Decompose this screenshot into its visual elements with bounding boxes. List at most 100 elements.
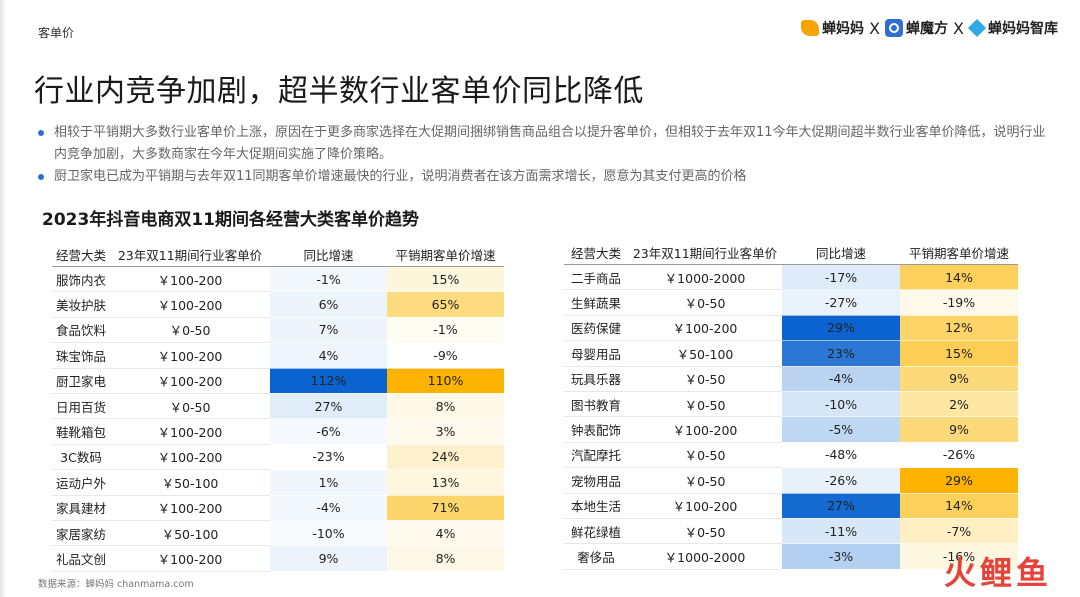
category-cell: 钟表配饰 bbox=[564, 416, 628, 443]
category-cell: 生鲜蔬果 bbox=[564, 289, 628, 316]
flat-cell: 24% bbox=[387, 444, 504, 471]
category-cell: 服饰内衣 bbox=[52, 266, 110, 293]
right-data-table: 经营大类 23年双11期间行业客单价 同比增速 平销期客单价增速 二手商品 ￥10… bbox=[564, 240, 1018, 570]
price-cell: ￥100-200 bbox=[628, 416, 782, 443]
header-price: 23年双11期间行业客单价 bbox=[110, 242, 270, 267]
category-cell: 食品饮料 bbox=[52, 317, 110, 344]
table-row: 图书教育 ￥0-50 -10% 2% bbox=[564, 391, 1018, 418]
price-cell: ￥0-50 bbox=[628, 366, 782, 392]
brand-chanmofang: 蝉魔方 bbox=[885, 18, 948, 38]
yoy-cell: -27% bbox=[782, 289, 900, 316]
price-cell: ￥100-200 bbox=[110, 418, 270, 445]
flat-cell: 3% bbox=[387, 418, 504, 445]
category-cell: 厨卫家电 bbox=[52, 368, 110, 394]
brand-name-2: 蝉魔方 bbox=[906, 21, 949, 37]
yoy-cell: 6% bbox=[270, 291, 387, 318]
price-cell: ￥100-200 bbox=[110, 495, 270, 521]
table-row: 鞋靴箱包 ￥100-200 -6% 3% bbox=[52, 418, 504, 445]
price-cell: ￥50-100 bbox=[110, 469, 270, 496]
flat-cell: -19% bbox=[900, 289, 1018, 316]
summary-bullets: 相较于平销期大多数行业客单价上涨，原因在于更多商家选择在大促期间捆绑销售商品组合… bbox=[38, 122, 1048, 188]
left-table-body: 服饰内衣 ￥100-200 -1% 15% 美妆护肤 ￥100-200 6% 65% 食品饮料 ￥… bbox=[52, 266, 504, 572]
flat-cell: 14% bbox=[900, 264, 1018, 291]
brand-separator-2: X bbox=[953, 18, 964, 38]
flat-cell: 12% bbox=[900, 315, 1018, 342]
header-yoy: 同比增速 bbox=[782, 240, 900, 265]
table-row: 汽配摩托 ￥0-50 -48% -26% bbox=[564, 442, 1018, 469]
header-flat: 平销期客单价增速 bbox=[900, 240, 1018, 265]
category-cell: 家居家纺 bbox=[52, 520, 110, 547]
corner-watermark-logo: 火鲤鱼 bbox=[943, 554, 1052, 592]
table-row: 礼品文创 ￥100-200 9% 8% bbox=[52, 545, 504, 572]
flat-cell: 13% bbox=[387, 469, 504, 496]
left-data-table: 经营大类 23年双11期间行业客单价 同比增速 平销期客单价增速 服饰内衣 ￥10… bbox=[52, 242, 504, 572]
price-cell: ￥0-50 bbox=[628, 442, 782, 469]
zhiku-logo-icon bbox=[967, 18, 987, 38]
category-cell: 运动户外 bbox=[52, 469, 110, 496]
brand-name-3: 蝉妈妈智库 bbox=[988, 21, 1058, 37]
flat-cell: 65% bbox=[387, 291, 504, 318]
yoy-cell: -26% bbox=[782, 467, 900, 494]
table-row: 本地生活 ￥100-200 27% 14% bbox=[564, 493, 1018, 519]
page-edge-shadow bbox=[0, 0, 6, 597]
header-flat: 平销期客单价增速 bbox=[387, 242, 504, 267]
price-cell: ￥100-200 bbox=[110, 266, 270, 293]
yoy-cell: 4% bbox=[270, 342, 387, 369]
flat-cell: 8% bbox=[387, 545, 504, 572]
table-row: 奢侈品 ￥1000-2000 -3% -16% bbox=[564, 543, 1018, 570]
flat-cell: 9% bbox=[900, 416, 1018, 443]
table-row: 运动户外 ￥50-100 1% 13% bbox=[52, 469, 504, 496]
flat-cell: 9% bbox=[900, 366, 1018, 392]
table-row: 3C数码 ￥100-200 -23% 24% bbox=[52, 444, 504, 471]
brand-name-1: 蝉妈妈 bbox=[822, 21, 865, 37]
yoy-cell: 29% bbox=[782, 315, 900, 342]
flat-cell: 110% bbox=[387, 368, 504, 394]
table-row: 服饰内衣 ￥100-200 -1% 15% bbox=[52, 266, 504, 293]
flat-cell: 71% bbox=[387, 495, 504, 521]
brand-zhiku: 蝉妈妈智库 bbox=[967, 18, 1058, 38]
price-cell: ￥100-200 bbox=[110, 444, 270, 471]
table-row: 家居家纺 ￥50-100 -10% 4% bbox=[52, 520, 504, 547]
header-category: 经营大类 bbox=[564, 240, 628, 265]
yoy-cell: 23% bbox=[782, 340, 900, 367]
yoy-cell: 1% bbox=[270, 469, 387, 496]
flat-cell: 4% bbox=[387, 520, 504, 547]
price-cell: ￥0-50 bbox=[628, 391, 782, 418]
price-cell: ￥0-50 bbox=[628, 518, 782, 545]
category-cell: 美妆护肤 bbox=[52, 291, 110, 318]
price-cell: ￥50-100 bbox=[628, 340, 782, 367]
data-source: 数据来源：蝉妈妈 chanmama.com bbox=[38, 579, 194, 590]
category-cell: 母婴用品 bbox=[564, 340, 628, 367]
flat-cell: 14% bbox=[900, 493, 1018, 519]
category-cell: 珠宝饰品 bbox=[52, 342, 110, 369]
header-category: 经营大类 bbox=[52, 242, 110, 267]
category-cell: 鲜花绿植 bbox=[564, 518, 628, 545]
yoy-cell: 27% bbox=[782, 493, 900, 519]
table-row: 珠宝饰品 ￥100-200 4% -9% bbox=[52, 342, 504, 369]
category-cell: 鞋靴箱包 bbox=[52, 418, 110, 445]
flat-cell: 15% bbox=[387, 266, 504, 293]
table-row: 食品饮料 ￥0-50 7% -1% bbox=[52, 317, 504, 344]
yoy-cell: -10% bbox=[270, 520, 387, 547]
category-cell: 本地生活 bbox=[564, 493, 628, 519]
yoy-cell: 9% bbox=[270, 545, 387, 572]
category-cell: 二手商品 bbox=[564, 264, 628, 291]
category-cell: 宠物用品 bbox=[564, 467, 628, 494]
brand-separator-1: X bbox=[869, 18, 881, 38]
yoy-cell: -1% bbox=[270, 266, 387, 293]
yoy-cell: -10% bbox=[782, 391, 900, 418]
price-cell: ￥50-100 bbox=[110, 520, 270, 547]
table-row: 钟表配饰 ￥100-200 -5% 9% bbox=[564, 416, 1018, 443]
yoy-cell: -4% bbox=[270, 495, 387, 521]
category-cell: 医药保健 bbox=[564, 315, 628, 342]
price-cell: ￥100-200 bbox=[110, 342, 270, 369]
category-cell: 汽配摩托 bbox=[564, 442, 628, 469]
yoy-cell: -5% bbox=[782, 416, 900, 443]
flat-cell: 2% bbox=[900, 391, 1018, 418]
category-cell: 玩具乐器 bbox=[564, 366, 628, 392]
section-label: 客单价 bbox=[38, 26, 75, 40]
table-row: 鲜花绿植 ￥0-50 -11% -7% bbox=[564, 518, 1018, 545]
price-cell: ￥0-50 bbox=[110, 317, 270, 344]
price-cell: ￥0-50 bbox=[110, 393, 270, 420]
price-cell: ￥100-200 bbox=[628, 493, 782, 519]
